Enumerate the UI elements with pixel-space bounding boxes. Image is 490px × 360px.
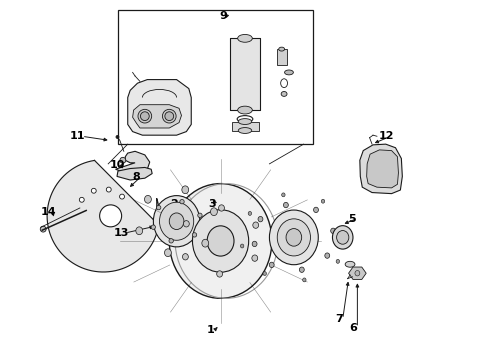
Text: 6: 6 [349,323,357,333]
Ellipse shape [156,206,161,210]
Polygon shape [367,150,398,188]
Bar [232,122,259,131]
Ellipse shape [299,267,304,273]
Ellipse shape [336,260,340,263]
Ellipse shape [116,135,119,139]
Text: 11: 11 [70,131,86,141]
Ellipse shape [241,244,244,248]
Polygon shape [117,167,152,180]
Ellipse shape [198,213,202,217]
Ellipse shape [169,184,272,298]
Text: 2: 2 [170,199,177,210]
Ellipse shape [332,226,353,249]
Text: 10: 10 [109,160,124,170]
Ellipse shape [193,210,248,272]
Ellipse shape [283,202,288,208]
Text: 3: 3 [208,199,216,210]
Ellipse shape [120,194,124,199]
Ellipse shape [106,187,111,192]
Ellipse shape [180,199,184,204]
Ellipse shape [248,211,251,215]
Text: 9: 9 [219,11,227,21]
Ellipse shape [285,70,294,75]
Text: 5: 5 [349,214,356,224]
Ellipse shape [202,239,209,247]
Ellipse shape [270,262,274,267]
Ellipse shape [99,205,122,227]
Ellipse shape [138,109,152,123]
Text: 14: 14 [41,207,56,217]
Ellipse shape [192,233,196,237]
Ellipse shape [321,199,325,203]
Polygon shape [116,151,150,173]
Polygon shape [348,267,366,279]
Bar [277,49,287,65]
Ellipse shape [277,219,311,256]
Ellipse shape [279,47,285,51]
Ellipse shape [345,261,355,267]
Ellipse shape [169,239,173,243]
Bar [157,224,167,228]
Ellipse shape [258,216,263,222]
Ellipse shape [314,207,318,212]
Ellipse shape [183,221,189,227]
Ellipse shape [120,157,126,163]
Ellipse shape [169,213,184,230]
Ellipse shape [270,210,318,265]
Bar [118,10,314,144]
Ellipse shape [165,249,172,257]
Ellipse shape [303,278,306,282]
Ellipse shape [79,197,84,202]
Ellipse shape [141,112,149,121]
Ellipse shape [355,271,360,276]
Ellipse shape [253,222,259,228]
Ellipse shape [238,106,252,114]
Ellipse shape [219,205,224,211]
Ellipse shape [40,226,46,232]
Ellipse shape [337,230,349,244]
Ellipse shape [286,229,302,246]
Ellipse shape [207,226,234,256]
Ellipse shape [344,227,347,231]
Ellipse shape [211,208,218,216]
Ellipse shape [159,202,194,240]
Bar [230,39,260,110]
Text: 4: 4 [284,222,292,232]
Text: 7: 7 [335,314,343,324]
Ellipse shape [151,225,155,229]
Polygon shape [128,80,191,135]
Ellipse shape [331,228,336,234]
Ellipse shape [182,253,188,260]
Text: 12: 12 [379,131,394,141]
Ellipse shape [162,109,176,123]
Text: 8: 8 [133,172,141,182]
Text: 1: 1 [207,325,215,335]
Ellipse shape [165,112,173,121]
Ellipse shape [91,188,96,193]
Polygon shape [133,105,181,128]
Ellipse shape [153,195,200,247]
Ellipse shape [136,227,143,235]
Ellipse shape [252,241,257,247]
Ellipse shape [217,271,222,277]
Ellipse shape [281,91,287,96]
Ellipse shape [282,193,285,197]
Ellipse shape [238,35,252,42]
Ellipse shape [182,186,189,194]
Ellipse shape [238,127,252,134]
Ellipse shape [263,271,267,275]
Ellipse shape [145,195,151,203]
Ellipse shape [252,255,258,261]
Polygon shape [360,144,402,194]
Text: 13: 13 [113,228,128,238]
Polygon shape [47,161,159,272]
Ellipse shape [325,253,330,258]
Ellipse shape [238,118,252,125]
